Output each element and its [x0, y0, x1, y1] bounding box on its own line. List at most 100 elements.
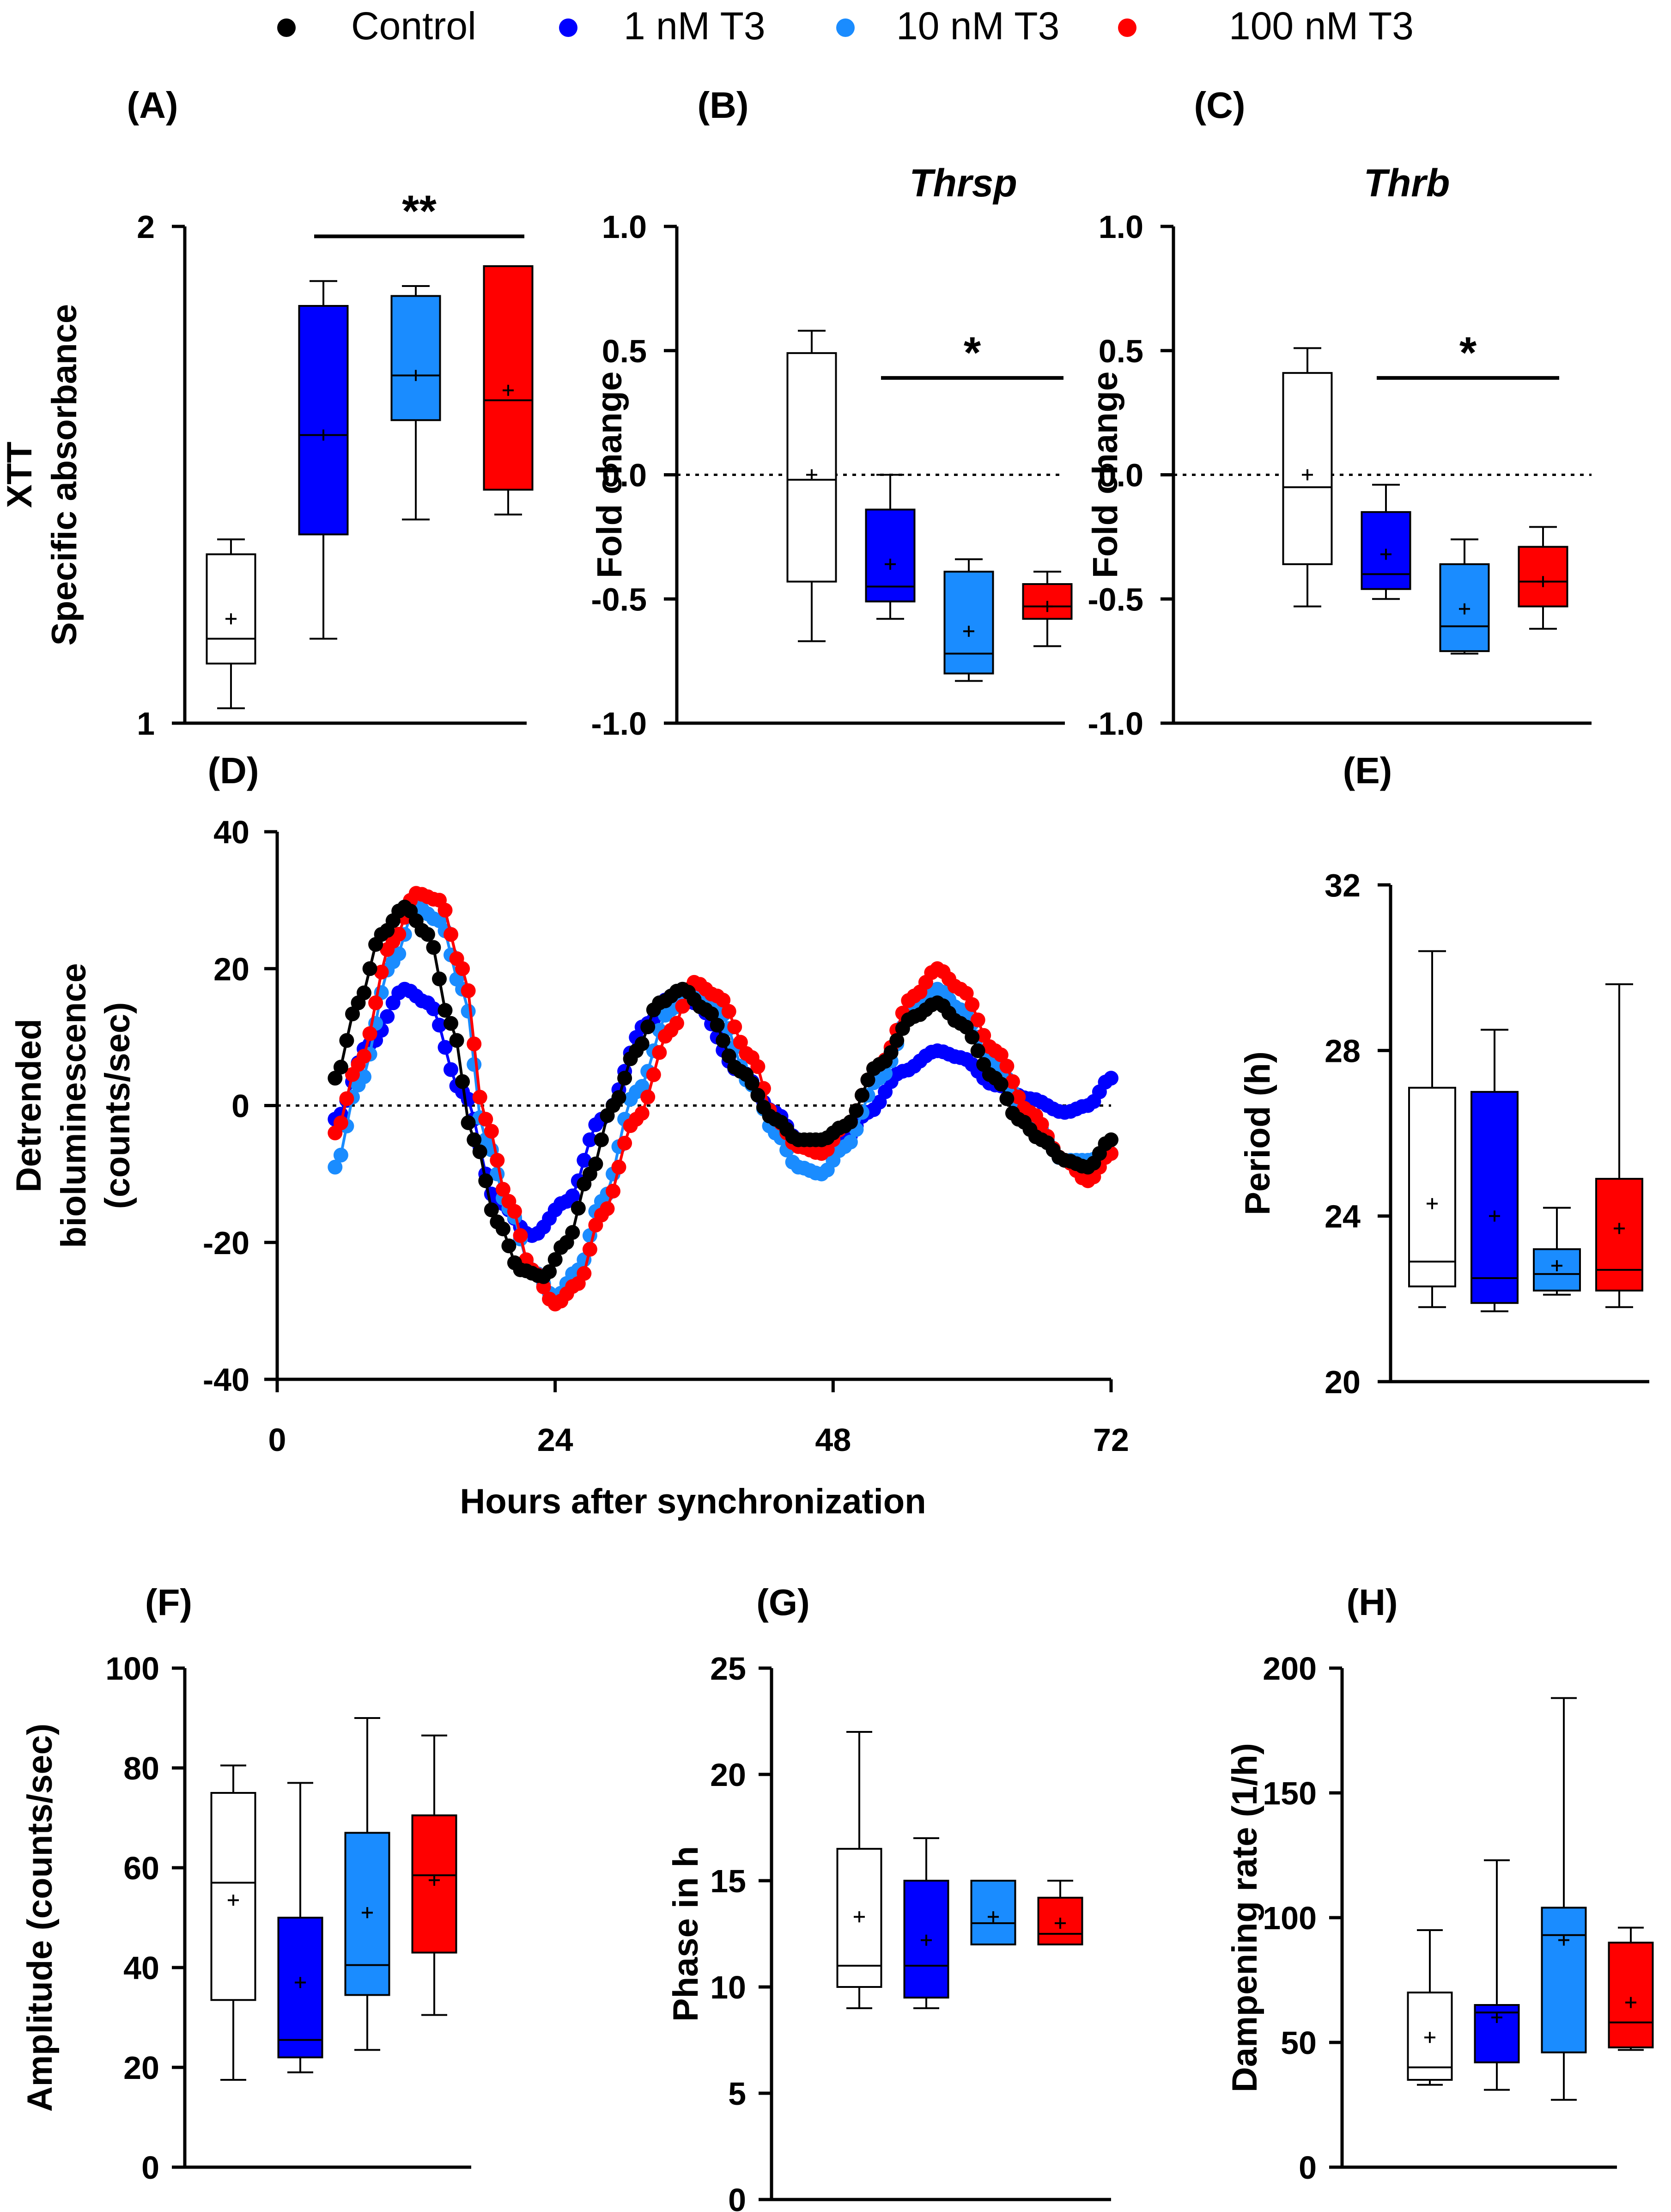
- data-point: [437, 1040, 453, 1055]
- x-tick-label: 0: [268, 1422, 286, 1458]
- data-point: [542, 1264, 557, 1279]
- data-point: [495, 1221, 510, 1237]
- data-point: [704, 1006, 719, 1022]
- data-point: [328, 1159, 343, 1175]
- box-iqr: [483, 265, 534, 491]
- data-point: [339, 1033, 354, 1048]
- data-point: [495, 1182, 510, 1197]
- box-iqr: [1595, 1178, 1643, 1292]
- data-point: [744, 1076, 760, 1091]
- box-100-nm-t3: [1037, 1880, 1083, 1945]
- legend: Control 1 nM T3 10 nM T3 100 nM T3: [277, 4, 1414, 48]
- box-100-nm-t3: [483, 265, 534, 516]
- data-point: [432, 971, 447, 987]
- legend-marker: [277, 18, 296, 37]
- y-axis-label: Fold change: [1086, 372, 1125, 579]
- data-point: [333, 1060, 348, 1075]
- y-tick-label: 100: [1263, 1900, 1317, 1936]
- data-point: [565, 1188, 580, 1203]
- data-point: [883, 1045, 899, 1060]
- legend-item: 100 nM T3: [1118, 4, 1414, 48]
- box-10-nm-t3: [970, 1880, 1016, 1945]
- data-point: [345, 1006, 360, 1022]
- y-tick-label: 0.5: [1099, 333, 1143, 369]
- panel-c: (C) Thrb -1.0 -0.5 0.0 0.5 1.0 Fold change *: [1086, 85, 1592, 742]
- data-point: [1005, 1074, 1020, 1089]
- data-point: [970, 1012, 985, 1028]
- panel-label: (A): [127, 85, 178, 126]
- box-1-nm-t3: [277, 1782, 323, 2073]
- y-axis-label: Fold change: [590, 372, 629, 579]
- x-tick-label: 72: [1093, 1422, 1129, 1458]
- data-point: [860, 1072, 875, 1087]
- y-tick-label: 80: [123, 1750, 159, 1786]
- significance-label: *: [1459, 328, 1477, 378]
- box-10-nm-t3: [344, 1717, 390, 2051]
- data-point: [721, 1048, 736, 1064]
- data-point: [634, 1106, 650, 1121]
- y-tick-label: 150: [1263, 1775, 1317, 1811]
- y-tick-label: 0: [1299, 2150, 1317, 2186]
- y-tick-label: -20: [203, 1225, 249, 1261]
- box-iqr: [1470, 1091, 1519, 1304]
- y-tick-label: 0: [141, 2150, 159, 2186]
- y-axis-label: Phase in h: [666, 1846, 705, 2022]
- data-point: [472, 1144, 487, 1159]
- y-axis-label: Amplitude (counts/sec): [20, 1724, 60, 2112]
- box-control: [210, 1764, 256, 2081]
- y-axis-label: (counts/sec): [98, 1002, 137, 1209]
- box-iqr: [1408, 1086, 1456, 1287]
- box-iqr: [298, 305, 349, 536]
- data-point: [501, 1238, 516, 1254]
- panel-a: (A) 1 2 XTT Specific absorbance **: [0, 85, 534, 742]
- legend-label: 100 nM T3: [1229, 4, 1414, 48]
- data-point: [357, 1069, 371, 1085]
- y-tick-label: 0.0: [602, 457, 647, 494]
- data-point: [426, 940, 441, 955]
- data-point: [432, 1018, 447, 1033]
- box-control: [1282, 347, 1333, 608]
- data-point: [536, 1280, 551, 1294]
- data-point: [721, 1004, 736, 1019]
- data-point: [571, 1200, 586, 1216]
- y-tick-label: 24: [1325, 1199, 1361, 1235]
- data-point: [582, 1242, 597, 1257]
- box-1-nm-t3: [903, 1837, 949, 2009]
- y-tick-label: 60: [123, 1850, 159, 1886]
- y-axis-label: bioluminescence: [54, 963, 93, 1248]
- box-control: [206, 538, 256, 709]
- box-iqr: [865, 508, 916, 603]
- y-axis-label: XTT: [0, 442, 39, 508]
- y-tick-label: 1: [137, 706, 155, 742]
- data-point: [999, 1091, 1015, 1106]
- y-tick-label: -1.0: [1088, 706, 1143, 742]
- data-point: [617, 1136, 632, 1151]
- data-point: [444, 1062, 458, 1077]
- box-100-nm-t3: [1022, 571, 1073, 647]
- x-tick-label: 24: [537, 1422, 573, 1458]
- legend-label: 10 nM T3: [896, 4, 1059, 48]
- series-10-nm-t3: [328, 899, 1118, 1305]
- data-point: [855, 1088, 869, 1103]
- y-tick-label: -40: [203, 1362, 249, 1398]
- box-1-nm-t3: [298, 280, 349, 640]
- data-point: [461, 1004, 476, 1019]
- data-point: [889, 1033, 905, 1048]
- data-point: [1011, 1090, 1026, 1104]
- box-100-nm-t3: [1608, 1926, 1654, 2051]
- data-point: [437, 1003, 453, 1018]
- data-point: [1034, 1117, 1049, 1132]
- box-control: [836, 1731, 882, 2009]
- data-point: [374, 964, 389, 980]
- data-point: [513, 1228, 528, 1243]
- box-1-nm-t3: [1361, 484, 1411, 600]
- y-tick-label: 0: [231, 1088, 249, 1124]
- data-point: [611, 1090, 626, 1105]
- y-tick-label: 1.0: [1099, 209, 1143, 245]
- box-10-nm-t3: [943, 558, 994, 682]
- y-tick-label: 25: [710, 1651, 746, 1687]
- data-point: [455, 961, 470, 976]
- data-point: [391, 926, 407, 942]
- data-point: [843, 1134, 858, 1150]
- y-tick-label: 50: [1281, 2025, 1317, 2061]
